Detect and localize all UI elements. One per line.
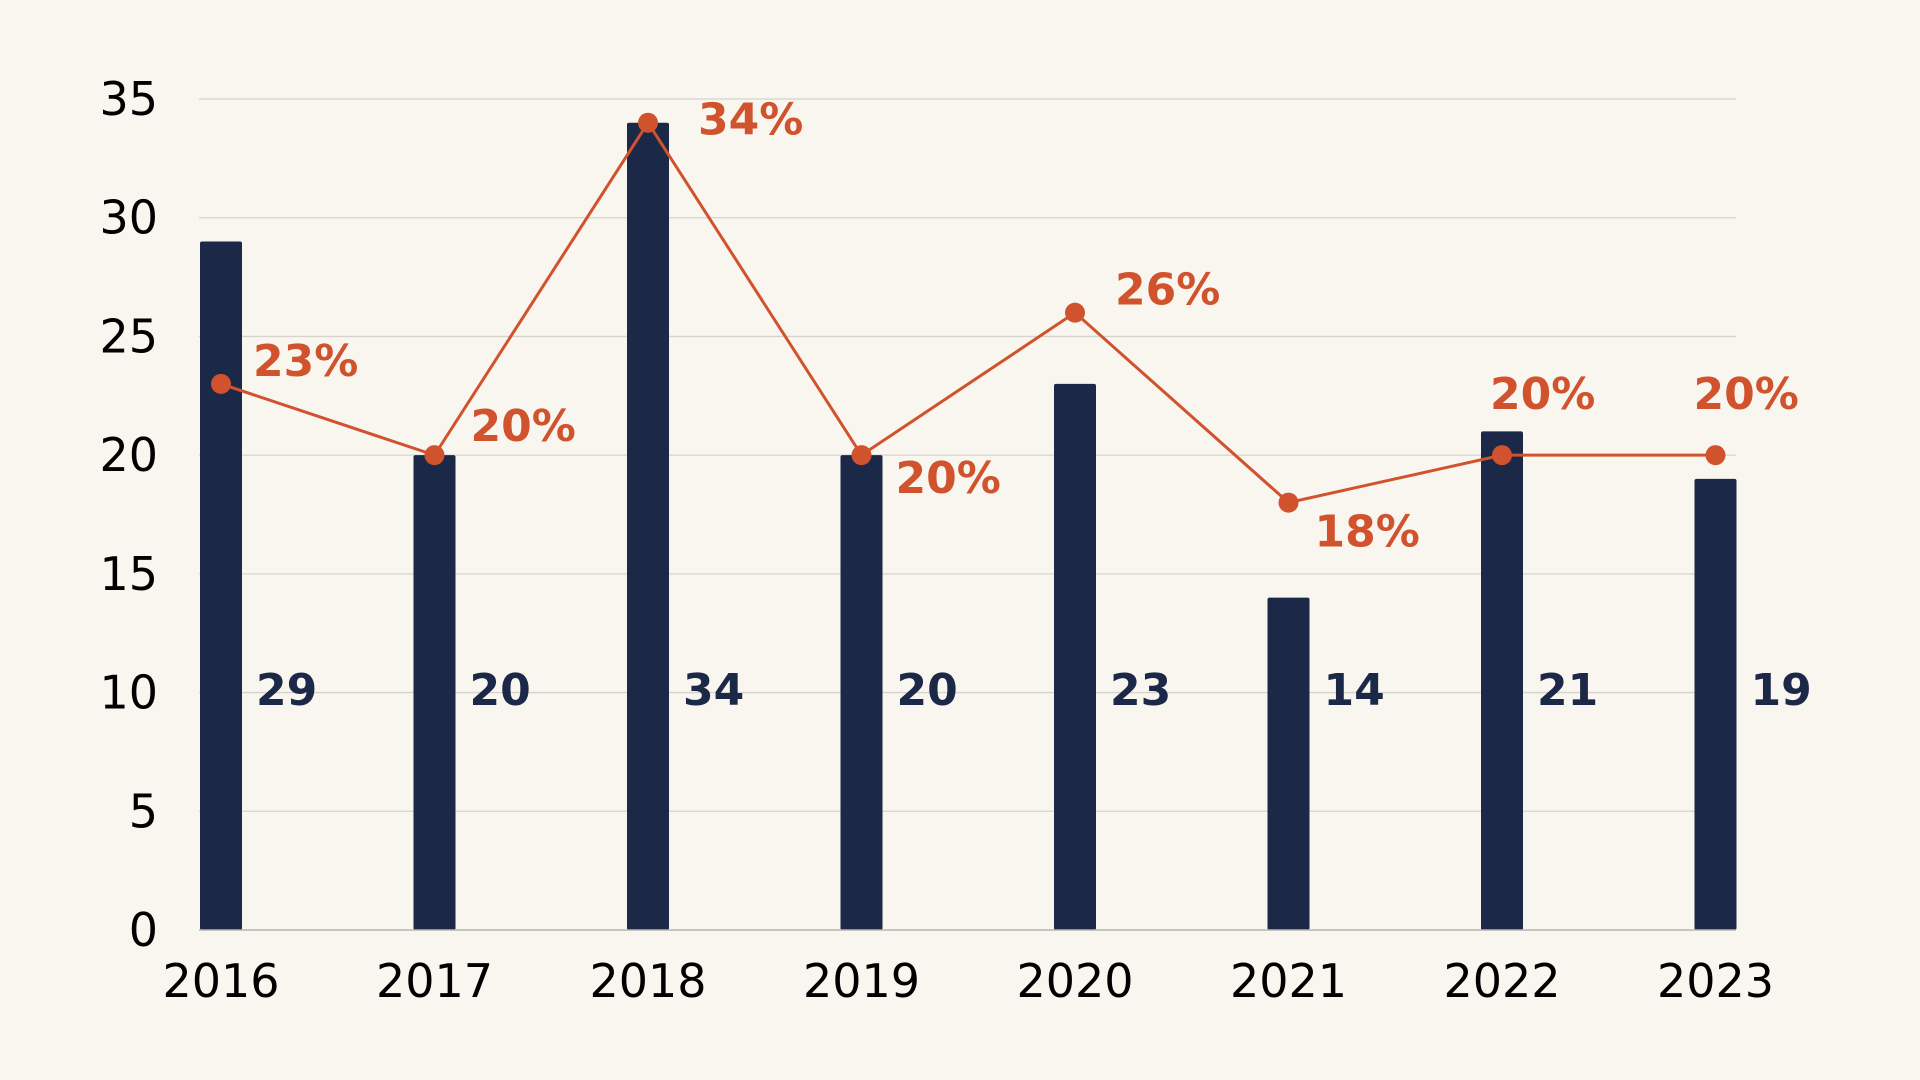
y-tick-label: 25 (99, 309, 158, 363)
bar-value-label: 19 (1751, 665, 1812, 716)
x-tick-label: 2022 (1443, 954, 1560, 1008)
bar-value-label: 14 (1324, 665, 1385, 716)
y-tick-label: 35 (99, 72, 158, 126)
x-tick-label: 2019 (803, 954, 920, 1008)
y-tick-label: 0 (129, 903, 158, 957)
y-tick-label: 30 (99, 191, 158, 245)
x-tick-label: 2023 (1657, 954, 1774, 1008)
bar (1267, 597, 1310, 930)
line-point (1492, 445, 1512, 466)
bar (200, 241, 242, 930)
percentage-label: 26% (1115, 265, 1220, 316)
percentage-label: 18% (1315, 507, 1420, 558)
bar-value-label: 29 (256, 665, 317, 716)
line-point (211, 373, 231, 394)
percentage-label: 34% (698, 95, 803, 146)
percentage-line (211, 112, 1726, 513)
percentage-line-path (220, 119, 1716, 505)
data-labels: 29 20 34 20 23 14 21 19 23% 20% 34% 20% 26% 18% 20% 20% (253, 95, 1812, 716)
bar (627, 122, 669, 930)
y-tick-label: 20 (99, 428, 158, 482)
y-tick-label: 15 (99, 547, 158, 601)
y-tick-label: 10 (99, 666, 158, 720)
line-point (1705, 445, 1726, 466)
line-point (424, 445, 445, 466)
line-point (1065, 302, 1085, 323)
bar-value-label: 34 (683, 665, 744, 716)
line-point (638, 112, 658, 133)
x-tick-label: 2018 (589, 954, 706, 1008)
bar-value-label: 23 (1110, 665, 1171, 716)
line-point (1278, 492, 1299, 513)
x-tick-label: 2017 (376, 954, 493, 1008)
x-tick-label: 2016 (162, 954, 279, 1008)
bar (1694, 478, 1737, 930)
x-tick-label: 2021 (1230, 954, 1347, 1008)
bar-value-label: 21 (1537, 665, 1598, 716)
bar-value-label: 20 (897, 665, 958, 716)
bar (1054, 383, 1096, 930)
x-tick-label: 2020 (1016, 954, 1133, 1008)
percentage-label: 20% (896, 453, 1001, 504)
bar (1481, 431, 1523, 930)
percentage-label: 20% (1490, 369, 1595, 420)
bar (413, 455, 456, 930)
percentage-label: 23% (253, 336, 358, 387)
y-tick-label: 5 (129, 784, 158, 838)
percentage-label: 20% (1694, 369, 1799, 420)
bar-value-label: 20 (470, 665, 531, 716)
bar (840, 455, 883, 930)
line-point (851, 445, 872, 466)
bars (200, 122, 1737, 930)
percentage-label: 20% (471, 401, 576, 452)
